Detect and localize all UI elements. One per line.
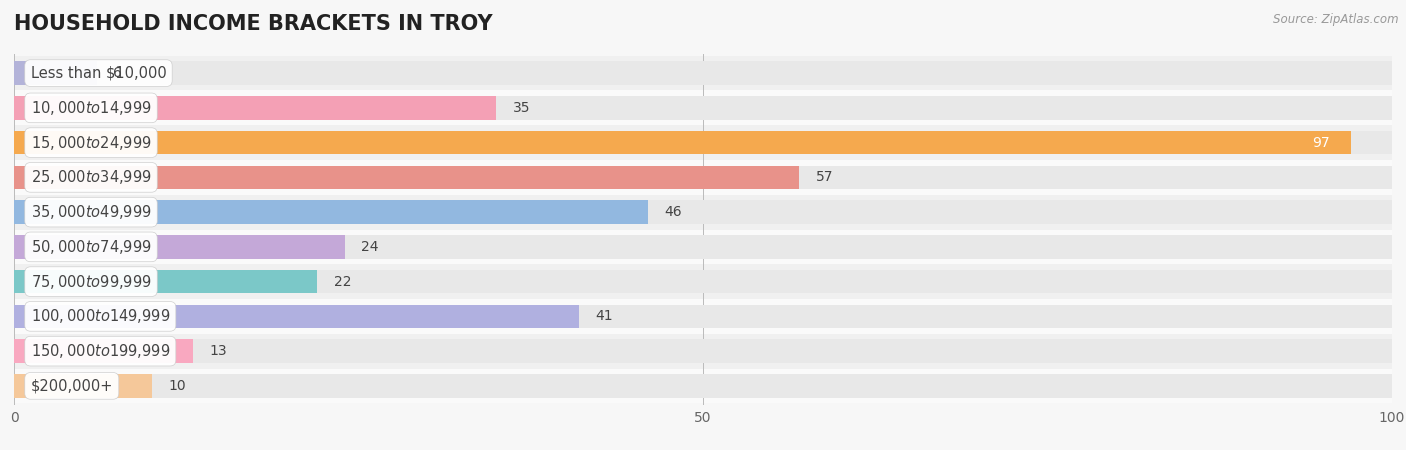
Bar [14, 61, 1392, 85]
Bar [14, 160, 1392, 195]
Bar [14, 56, 1392, 90]
Text: 24: 24 [361, 240, 378, 254]
Text: 46: 46 [665, 205, 682, 219]
Bar [14, 200, 1392, 224]
Bar [14, 339, 1392, 363]
Text: 97: 97 [1312, 135, 1330, 149]
Bar [14, 96, 496, 120]
Bar [14, 334, 1392, 369]
Text: 35: 35 [513, 101, 530, 115]
Bar [14, 96, 1392, 120]
Bar [14, 305, 579, 328]
Bar [14, 90, 1392, 125]
Bar [14, 166, 1392, 189]
Bar [14, 264, 1392, 299]
Text: HOUSEHOLD INCOME BRACKETS IN TROY: HOUSEHOLD INCOME BRACKETS IN TROY [14, 14, 492, 33]
Bar [14, 235, 344, 259]
Text: 41: 41 [596, 310, 613, 324]
Bar [14, 200, 648, 224]
Bar [14, 299, 1392, 334]
Text: $75,000 to $99,999: $75,000 to $99,999 [31, 273, 152, 291]
Text: 13: 13 [209, 344, 228, 358]
Bar [14, 125, 1392, 160]
Bar [14, 235, 1392, 259]
Text: 10: 10 [169, 379, 186, 393]
Text: Source: ZipAtlas.com: Source: ZipAtlas.com [1274, 14, 1399, 27]
Bar [14, 339, 193, 363]
Text: $15,000 to $24,999: $15,000 to $24,999 [31, 134, 152, 152]
Bar [14, 374, 1392, 398]
Bar [14, 195, 1392, 230]
Bar [14, 270, 318, 293]
Text: 22: 22 [333, 274, 352, 288]
Text: 57: 57 [815, 171, 834, 184]
Bar [14, 131, 1351, 154]
Bar [14, 270, 1392, 293]
Text: $25,000 to $34,999: $25,000 to $34,999 [31, 168, 152, 186]
Text: $50,000 to $74,999: $50,000 to $74,999 [31, 238, 152, 256]
Text: $10,000 to $14,999: $10,000 to $14,999 [31, 99, 152, 117]
Bar [14, 61, 97, 85]
Text: Less than $10,000: Less than $10,000 [31, 66, 166, 81]
Bar [14, 305, 1392, 328]
Text: $150,000 to $199,999: $150,000 to $199,999 [31, 342, 170, 360]
Bar [14, 166, 800, 189]
Bar [14, 374, 152, 398]
Bar [14, 230, 1392, 264]
Bar [14, 369, 1392, 403]
Text: $200,000+: $200,000+ [31, 378, 112, 393]
Bar [14, 131, 1392, 154]
Text: $100,000 to $149,999: $100,000 to $149,999 [31, 307, 170, 325]
Text: $35,000 to $49,999: $35,000 to $49,999 [31, 203, 152, 221]
Text: 6: 6 [114, 66, 122, 80]
